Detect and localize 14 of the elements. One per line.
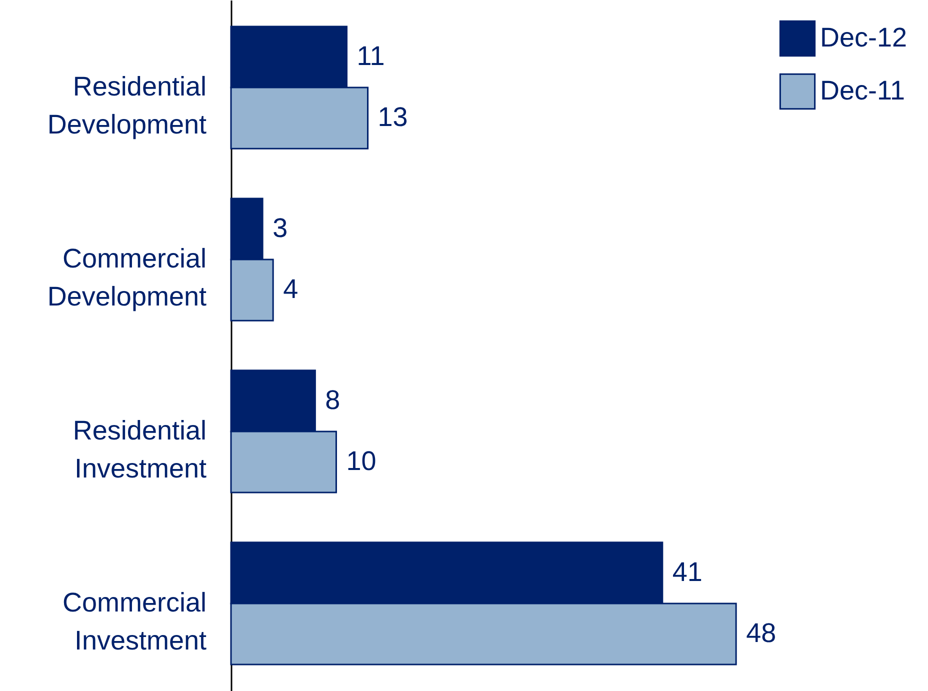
data-label: 3: [272, 212, 288, 243]
y-tick-label: Commercial Development: [47, 244, 207, 312]
data-label: 11: [356, 41, 385, 72]
legend-label: Dec-11: [820, 76, 906, 106]
data-label: 41: [672, 556, 702, 587]
y-tick-label: Residential Investment: [72, 415, 207, 484]
data-label: 4: [283, 274, 298, 304]
data-label: 48: [746, 618, 776, 648]
data-label: 8: [325, 384, 340, 415]
legend-label: Dec-12: [820, 22, 908, 52]
y-tick-label: Residential Development: [47, 72, 207, 140]
data-label: 10: [346, 446, 376, 476]
y-tick-label: Commercial Investment: [62, 587, 207, 656]
data-label: 13: [378, 102, 408, 132]
